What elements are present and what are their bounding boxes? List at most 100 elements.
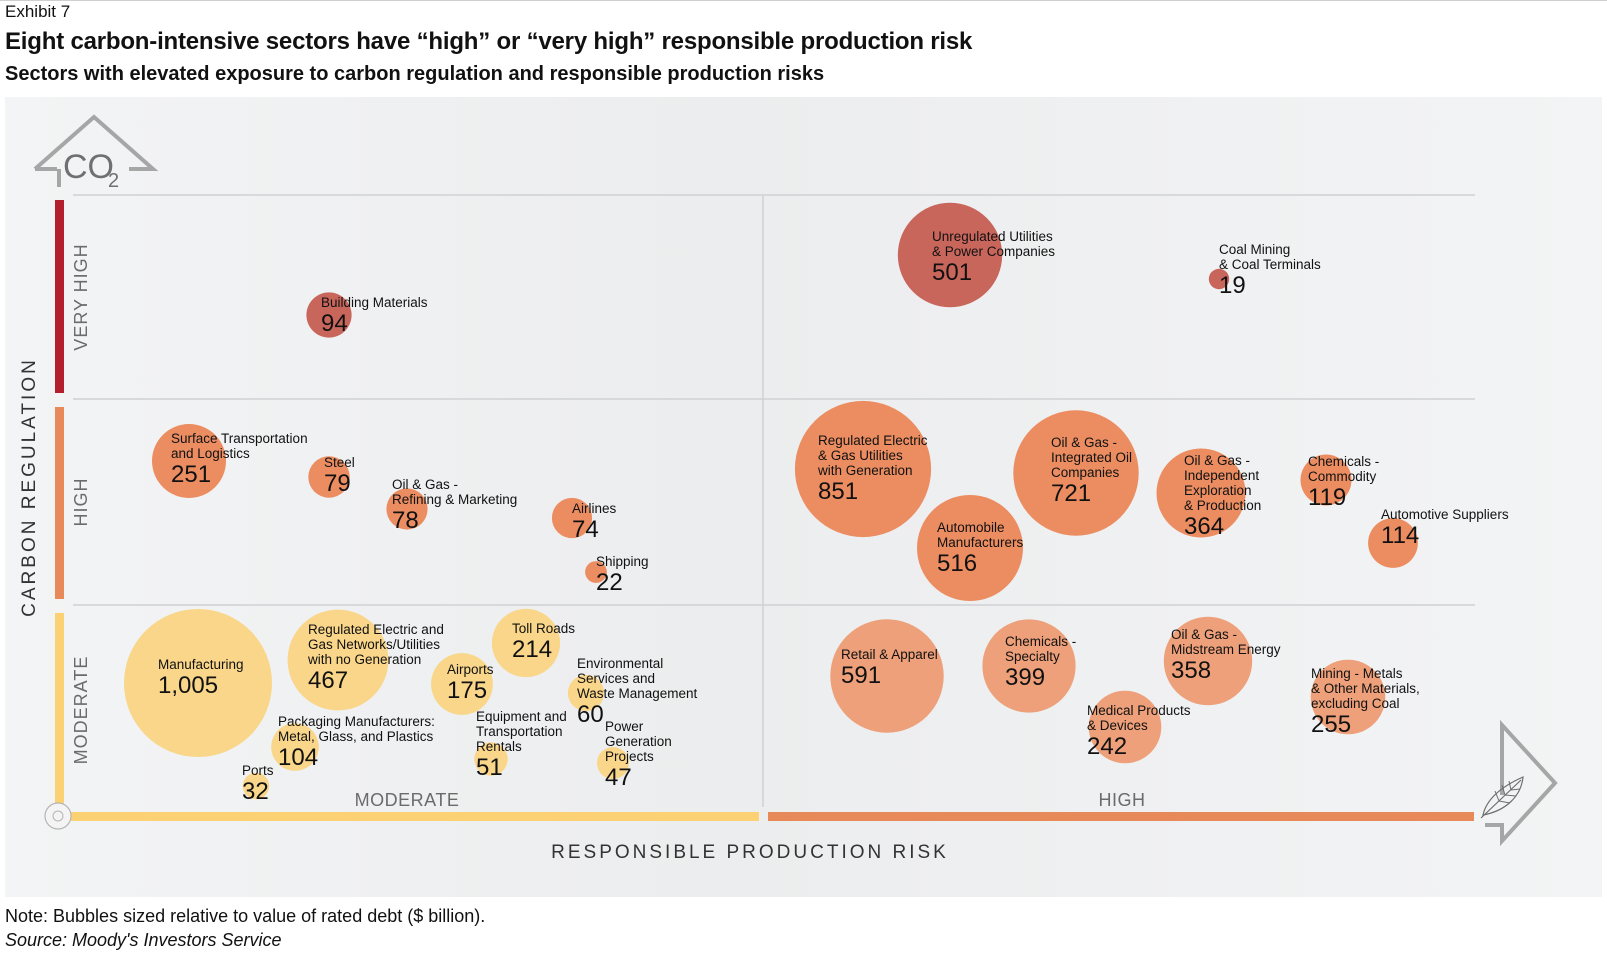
bubble-name-line: Steel <box>324 455 355 470</box>
x-label-moderate: MODERATE <box>355 790 460 810</box>
bubble-name-line: Gas Networks/Utilities <box>308 637 440 652</box>
bubble-name-line: with no Generation <box>307 652 421 667</box>
bubble-name-line: Transportation <box>476 724 563 739</box>
chart-panel: CO 2 <box>5 97 1602 897</box>
y-label-moderate: MODERATE <box>71 656 91 765</box>
x-axis-bar-moderate <box>71 812 759 821</box>
bubble-name-line: Packaging Manufacturers: <box>278 714 435 729</box>
bubble-oil-gas-refining-marketing <box>386 488 428 530</box>
bubble-name-line: Regulated Electric and <box>308 622 444 637</box>
bubble-automobile-manufacturers <box>917 495 1023 601</box>
bubble-label-layer: Unregulated Utilities& Power Companies50… <box>158 229 1509 805</box>
x-label-high: HIGH <box>1099 790 1146 810</box>
bubble-medical-products-devices <box>1088 690 1162 764</box>
bubble-name-line: Building Materials <box>321 295 428 310</box>
bubble-value-label: 114 <box>1381 522 1419 549</box>
bubble-name-line: Independent <box>1184 468 1259 483</box>
y-label-high: HIGH <box>71 478 91 527</box>
bubble-value-label: 364 <box>1184 513 1224 540</box>
bubble-name-line: & Gas Utilities <box>818 448 903 463</box>
y-axis-bar-high <box>55 407 64 599</box>
bubble-packaging-manufacturers-metal-glass-and-plastics <box>271 723 319 771</box>
bubble-value-label: 104 <box>278 744 318 771</box>
bubble-value-label: 175 <box>447 677 487 704</box>
bubble-value-label: 60 <box>577 701 604 728</box>
bubble-building-materials <box>306 292 352 338</box>
bubble-name-line: Retail & Apparel <box>841 647 938 662</box>
y-axis-bar-very-high <box>55 200 64 393</box>
bubble-name-line: Airports <box>447 662 494 677</box>
bubble-name-line: Regulated Electric <box>818 433 928 448</box>
bubble-label: Packaging Manufacturers:Metal, Glass, an… <box>278 714 435 771</box>
bubble-name-line: Projects <box>605 749 654 764</box>
bubble-oil-gas-integrated-oil-companies <box>1013 410 1139 536</box>
chart-subtitle: Sectors with elevated exposure to carbon… <box>5 63 825 85</box>
bubble-coal-mining-coal-terminals <box>1208 268 1230 290</box>
bubble-mining-metals-other-materials-excluding-coal <box>1310 659 1386 735</box>
bubble-value-label: 399 <box>1005 664 1045 691</box>
bubble-name-line: Manufacturing <box>158 657 244 672</box>
bubble-airlines <box>551 497 593 539</box>
bubble-value-label: 74 <box>572 516 599 543</box>
bubble-name-line: Rentals <box>476 739 522 754</box>
bubble-airports <box>431 653 493 715</box>
bubble-value-label: 1,005 <box>158 672 218 699</box>
bubble-name-line: excluding Coal <box>1311 696 1400 711</box>
bubble-value-label: 79 <box>324 470 351 497</box>
bubble-name-line: Airlines <box>572 501 617 516</box>
bubble-name-line: Refining & Marketing <box>392 492 517 507</box>
bubble-name-line: & Other Materials, <box>1311 681 1420 696</box>
bubble-name-line: Oil & Gas - <box>1051 435 1117 450</box>
bubble-name-line: Equipment and <box>476 709 567 724</box>
bubble-name-line: Chemicals - <box>1308 454 1379 469</box>
bubble-power-generation-projects <box>597 747 629 779</box>
top-rule <box>0 0 1607 1</box>
bubble-name-line: & Devices <box>1087 718 1148 733</box>
y-axis-title: CARBON REGULATION <box>19 357 40 617</box>
bubble-chart: CO 2 <box>19 114 1558 863</box>
bubble-value-label: 851 <box>818 478 858 505</box>
bubble-name-line: Commodity <box>1308 469 1377 484</box>
co2-arrow-icon: CO 2 <box>33 114 159 192</box>
bubble-value-label: 47 <box>605 764 632 791</box>
bubble-regulated-electric-gas-utilities-with-generation <box>794 400 932 538</box>
bubble-regulated-electric-and-gas-networks-utilities-with-no-generation <box>287 609 389 711</box>
bubble-name-line: Metal, Glass, and Plastics <box>278 729 434 744</box>
bubble-value-label: 22 <box>596 569 623 596</box>
bubble-name-line: Unregulated Utilities <box>932 229 1053 244</box>
bubble-name-line: Integrated Oil <box>1051 450 1132 465</box>
bubble-name-line: Coal Mining <box>1219 242 1290 257</box>
bubble-name-line: & Production <box>1184 498 1261 513</box>
bubble-oil-gas-independent-exploration-production <box>1156 448 1246 538</box>
footnote: Note: Bubbles sized relative to value of… <box>5 906 486 926</box>
bubble-name-line: with Generation <box>817 463 913 478</box>
bubble-value-label: 255 <box>1311 711 1351 738</box>
bubble-layer <box>124 202 1418 800</box>
exhibit-label: Exhibit 7 <box>5 2 71 21</box>
bubble-name-line: Medical Products <box>1087 703 1191 718</box>
bubble-name-line: Manufacturers <box>937 535 1024 550</box>
bubble-label: Mining - Metals& Other Materials,excludi… <box>1311 666 1420 738</box>
bubble-manufacturing <box>124 609 272 757</box>
x-axis-title: RESPONSIBLE PRODUCTION RISK <box>551 842 949 863</box>
bubble-value-label: 214 <box>512 636 552 663</box>
bubble-name-line: and Logistics <box>171 446 250 461</box>
bubble-value-label: 242 <box>1087 733 1127 760</box>
bubble-name-line: Shipping <box>596 554 649 569</box>
